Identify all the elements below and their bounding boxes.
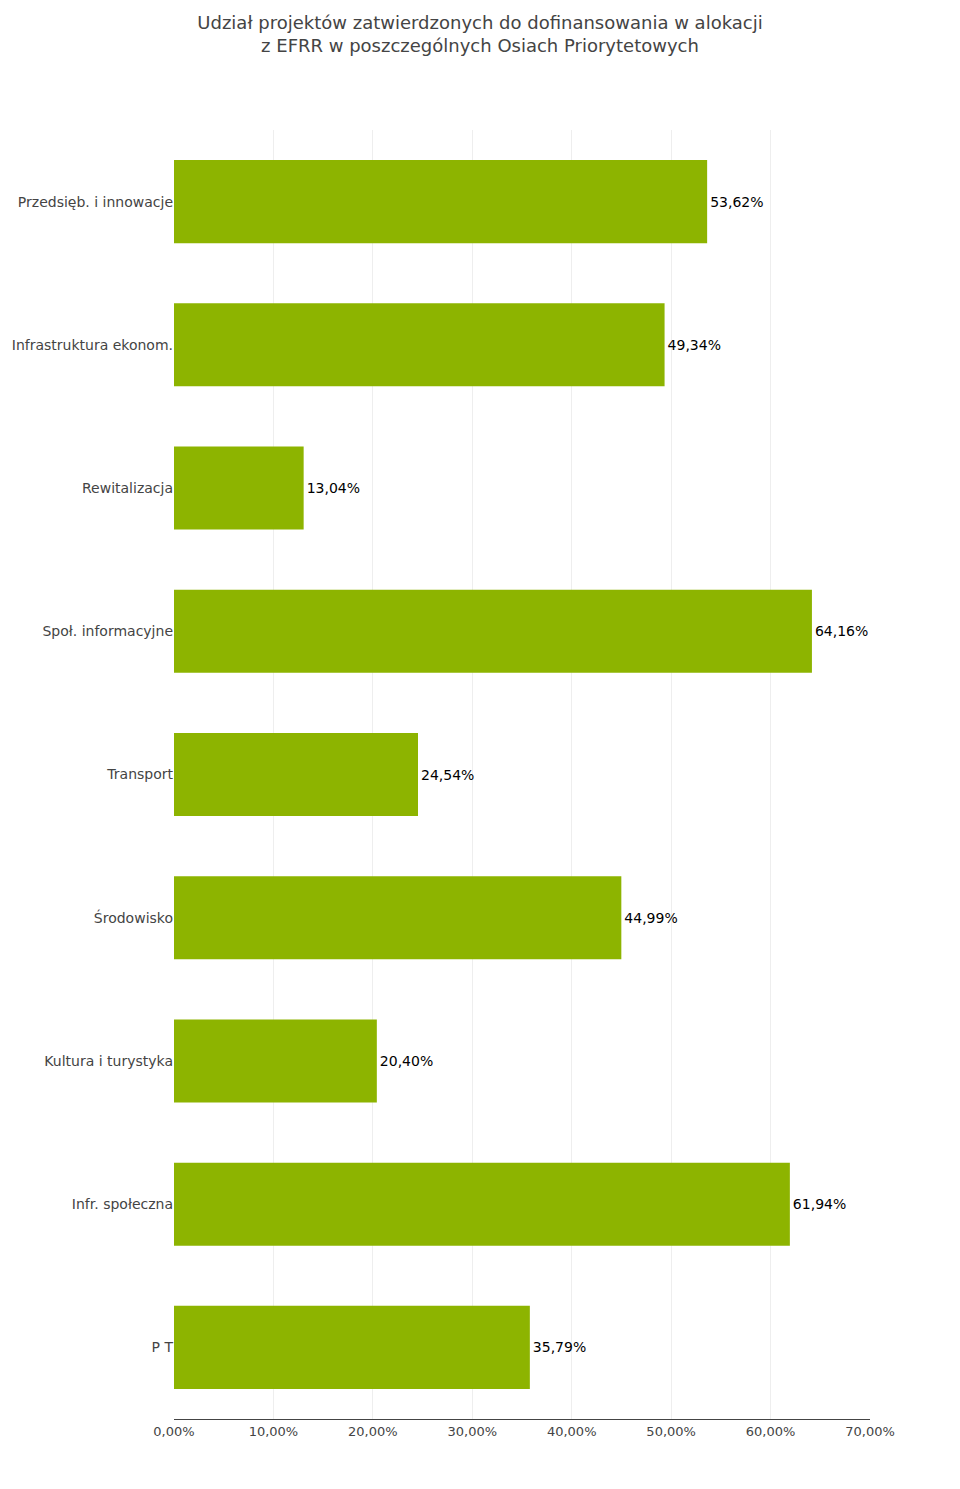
svg-text:Transport: Transport [106, 766, 173, 782]
svg-text:Przedsięb. i innowacje: Przedsięb. i innowacje [18, 194, 173, 210]
svg-text:P T: P T [152, 1339, 174, 1355]
svg-text:30,00%: 30,00% [448, 1424, 498, 1439]
svg-text:35,79%: 35,79% [533, 1339, 586, 1355]
svg-text:Środowisko: Środowisko [94, 909, 173, 926]
svg-text:13,04%: 13,04% [307, 480, 360, 496]
svg-text:40,00%: 40,00% [547, 1424, 597, 1439]
svg-text:20,00%: 20,00% [348, 1424, 398, 1439]
svg-text:Udział projektów zatwierdzonyc: Udział projektów zatwierdzonych do dofin… [197, 12, 762, 56]
svg-text:60,00%: 60,00% [746, 1424, 796, 1439]
svg-text:Społ. informacyjne: Społ. informacyjne [42, 623, 173, 639]
svg-text:10,00%: 10,00% [249, 1424, 299, 1439]
svg-text:Kultura i turystyka: Kultura i turystyka [44, 1053, 173, 1069]
svg-text:61,94%: 61,94% [793, 1196, 846, 1212]
svg-text:64,16%: 64,16% [815, 623, 868, 639]
svg-text:Infr. społeczna: Infr. społeczna [72, 1196, 173, 1212]
svg-text:49,34%: 49,34% [668, 337, 721, 353]
svg-text:0,00%: 0,00% [153, 1424, 194, 1439]
svg-text:Rewitalizacja: Rewitalizacja [82, 480, 173, 496]
svg-text:44,99%: 44,99% [624, 910, 677, 926]
svg-text:50,00%: 50,00% [646, 1424, 696, 1439]
svg-text:53,62%: 53,62% [710, 194, 763, 210]
svg-text:20,40%: 20,40% [380, 1053, 433, 1069]
svg-text:24,54%: 24,54% [421, 767, 474, 783]
svg-text:70,00%: 70,00% [845, 1424, 895, 1439]
svg-text:Infrastruktura ekonom.: Infrastruktura ekonom. [12, 337, 173, 353]
